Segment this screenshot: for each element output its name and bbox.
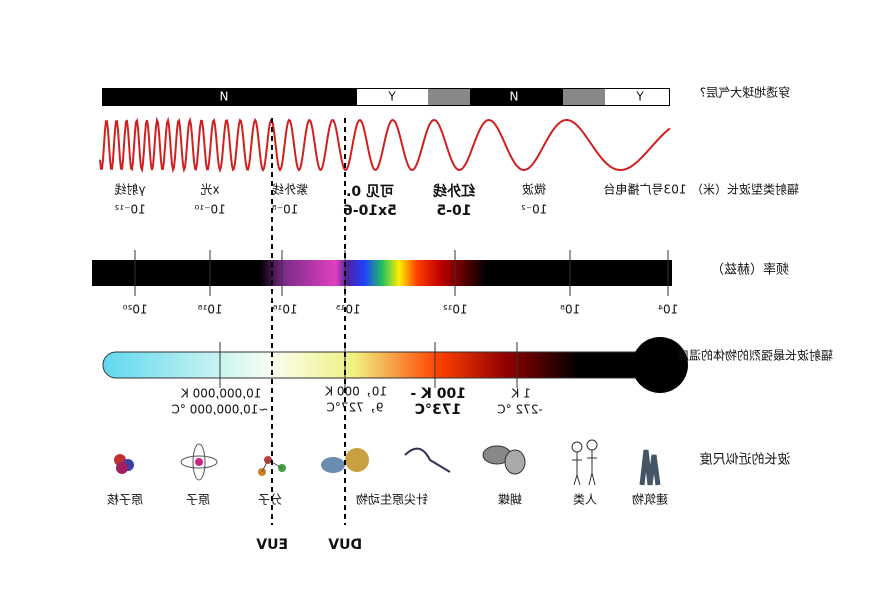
temp-k: 10，000 K bbox=[324, 385, 387, 399]
type: 微波 bbox=[522, 183, 546, 197]
segment: N bbox=[220, 90, 229, 104]
temp-c: 9，727°C bbox=[327, 401, 384, 415]
row-label: 辐射类型波长（米） bbox=[691, 182, 799, 197]
wavelength: 10⁻¹⁰ bbox=[194, 203, 225, 217]
row-label: 辐射波长最强烈的物体的温度 bbox=[677, 348, 833, 363]
icons bbox=[114, 439, 661, 486]
type: 红外线 bbox=[433, 183, 475, 200]
segment: Y bbox=[387, 90, 396, 104]
object: 分子 bbox=[258, 493, 282, 507]
object: 原子核 bbox=[107, 493, 143, 507]
object: 建筑物 bbox=[632, 492, 668, 507]
object: 针尖原生动物 bbox=[356, 492, 428, 507]
marker: DUV bbox=[328, 537, 362, 553]
temp-k: 10,000,000 K bbox=[180, 387, 262, 401]
wavelength: 5x10-6 bbox=[343, 203, 397, 219]
wavelength: 10⁻¹² bbox=[114, 203, 145, 217]
row-label: 波长的近似尺度 bbox=[699, 452, 790, 468]
wavelength: 10⁻⁸ bbox=[272, 203, 299, 217]
spectrum-bar bbox=[92, 260, 672, 286]
object: 人类 bbox=[573, 493, 597, 507]
segment: Y bbox=[635, 90, 644, 104]
header-title: 穿透地球大气层? bbox=[700, 85, 790, 100]
marker: EUV bbox=[256, 537, 288, 553]
temp-c: ~10,000,000 °C bbox=[172, 403, 269, 417]
freq-label: 10¹⁶ bbox=[273, 303, 298, 317]
marker-lines bbox=[271, 118, 346, 525]
object: 原子 bbox=[186, 493, 210, 507]
freq-label: 10¹⁸ bbox=[198, 303, 223, 317]
object: 蝴蝶 bbox=[498, 492, 522, 507]
freq-label: 10²⁰ bbox=[123, 303, 148, 317]
wavelength: 10-5 bbox=[436, 203, 471, 219]
segment: N bbox=[510, 90, 519, 104]
type: 103号广播电台 bbox=[604, 182, 687, 197]
thermometer bbox=[102, 337, 688, 393]
atmosphere-bar: N Y N Y bbox=[102, 88, 670, 106]
wave bbox=[99, 116, 671, 174]
temp-k: 1 K bbox=[510, 387, 530, 401]
row-label: 频率（赫兹） bbox=[711, 262, 789, 278]
freq-label: 10¹⁵ bbox=[336, 303, 361, 317]
freq-label: 10⁴ bbox=[658, 303, 678, 317]
temp-c: 173°C bbox=[415, 402, 462, 418]
type: 可见 0. bbox=[346, 184, 394, 200]
temp-k: 100 K - bbox=[410, 386, 466, 402]
type: 紫外线 bbox=[272, 183, 308, 197]
wavelength: 10⁻² bbox=[521, 203, 548, 217]
freq-label: 10¹² bbox=[443, 303, 468, 317]
temp-c: -272 °C bbox=[497, 403, 542, 417]
type: x光 bbox=[200, 183, 219, 197]
freq-label: 10⁸ bbox=[560, 303, 580, 317]
type: γ射线 bbox=[114, 182, 145, 197]
